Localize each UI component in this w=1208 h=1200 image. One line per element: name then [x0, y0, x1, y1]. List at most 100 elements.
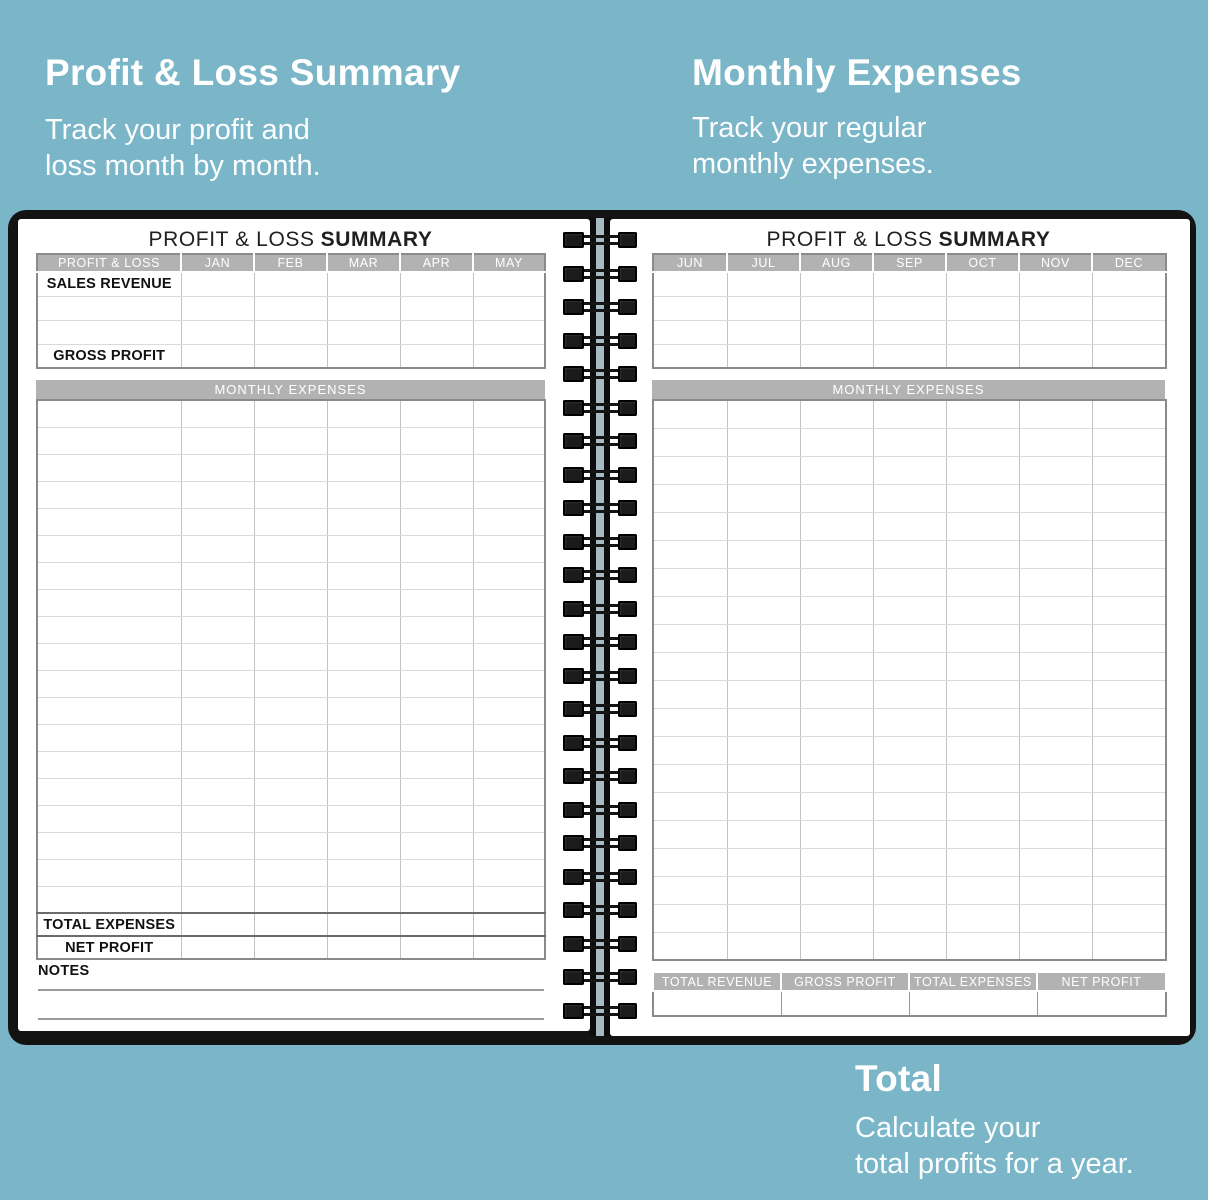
blank-cell — [326, 669, 401, 698]
coil-anchor-left — [563, 600, 584, 617]
coil-anchor-left — [563, 299, 584, 315]
table-row — [36, 480, 546, 509]
blank-cell — [180, 642, 255, 671]
table-row — [36, 804, 546, 833]
blank-cell — [36, 777, 182, 806]
table-row — [36, 561, 546, 590]
blank-cell — [1091, 295, 1167, 321]
blank-cell — [799, 707, 874, 737]
blank-cell — [180, 561, 255, 590]
blank-cell — [399, 588, 474, 617]
blank-cell — [652, 567, 728, 597]
coil-anchor-left — [563, 433, 584, 449]
blank-cell — [472, 615, 546, 644]
blank-cell — [726, 735, 801, 765]
blank-cell — [872, 623, 947, 653]
notebook-right-page: PROFIT & LOSS SUMMARY JUN JUL AUG SEP OCT NOV D… — [610, 219, 1190, 1036]
blank-cell — [1018, 931, 1093, 961]
table-row — [36, 507, 546, 536]
table-row — [36, 453, 546, 482]
blank-cell — [945, 295, 1020, 321]
notebook-left-page: PROFIT & LOSS SUMMARY PROFIT & LOSS JAN FEB… — [18, 219, 590, 1031]
blank-cell — [799, 791, 874, 821]
coil-anchor-right — [618, 734, 637, 751]
blank-cell — [1018, 875, 1093, 905]
blank-cell — [1018, 399, 1093, 429]
table-row — [652, 903, 1167, 933]
table-row — [36, 750, 546, 779]
coil-anchor-left — [563, 835, 584, 851]
coil-wire — [570, 979, 630, 982]
blank-cell — [472, 804, 546, 833]
page-title-bold: SUMMARY — [320, 228, 433, 251]
blank-cell — [180, 750, 255, 779]
blank-cell — [1018, 271, 1093, 297]
blank-cell — [726, 847, 801, 877]
column-header: SEP — [872, 254, 947, 273]
coil-anchor-left — [563, 399, 584, 416]
blank-cell — [1018, 511, 1093, 541]
coil-wire — [570, 637, 630, 640]
blank-cell — [253, 507, 328, 536]
coil-anchor-left — [563, 801, 584, 818]
blank-cell — [472, 750, 546, 779]
blank-cell — [399, 723, 474, 752]
coil-wire — [570, 1005, 630, 1009]
table-row — [36, 534, 546, 563]
blank-cell — [326, 271, 401, 297]
blank-cell — [1091, 539, 1167, 569]
blank-cell — [1091, 455, 1167, 485]
blank-cell — [945, 623, 1020, 653]
blank-cell — [253, 588, 328, 617]
column-header: NET PROFIT — [1036, 971, 1167, 992]
blank-cell — [326, 750, 401, 779]
table-row — [36, 588, 546, 617]
coil-wire — [570, 845, 630, 848]
blank-cell — [180, 885, 255, 914]
coil-wire — [570, 771, 630, 774]
blank-cell — [1091, 427, 1167, 457]
blank-cell — [945, 319, 1020, 345]
coil-wire — [570, 744, 630, 748]
blank-cell — [1018, 319, 1093, 345]
coil-wire — [570, 603, 630, 607]
coil-loop — [563, 667, 637, 684]
blank-cell — [652, 875, 728, 905]
blank-cell — [726, 511, 801, 541]
caption-title-profit-loss: Profit & Loss Summary — [45, 52, 461, 93]
blank-cell — [326, 453, 401, 482]
blank-cell — [326, 723, 401, 752]
notes-line — [38, 1018, 544, 1020]
blank-cell — [872, 679, 947, 709]
blank-cell — [253, 912, 328, 937]
blank-cell — [253, 480, 328, 509]
blank-cell — [1091, 399, 1167, 429]
page-title: PROFIT & LOSS SUMMARY — [36, 228, 545, 252]
row-label-cell: NET PROFIT — [36, 935, 182, 960]
blank-cell — [472, 561, 546, 590]
coil-wire — [570, 476, 630, 480]
blank-cell — [36, 480, 182, 509]
blank-cell — [945, 539, 1020, 569]
coil-anchor-right — [618, 768, 637, 784]
coil-wire — [570, 670, 630, 674]
blank-cell — [1091, 651, 1167, 681]
blank-cell — [652, 343, 728, 369]
blank-cell — [36, 723, 182, 752]
column-header: TOTAL REVENUE — [652, 971, 782, 992]
table-row — [652, 623, 1167, 653]
coil-wire — [570, 536, 630, 540]
blank-cell — [799, 651, 874, 681]
coil-loop — [563, 768, 637, 784]
blank-cell — [1018, 455, 1093, 485]
blank-cell — [326, 804, 401, 833]
blank-cell — [399, 319, 474, 345]
blank-cell — [872, 483, 947, 513]
column-header: NOV — [1018, 254, 1093, 273]
blank-cell — [399, 935, 474, 960]
blank-cell — [799, 595, 874, 625]
table-row — [652, 343, 1167, 369]
coil-wire — [570, 436, 630, 439]
blank-cell — [652, 595, 728, 625]
blank-cell — [726, 427, 801, 457]
